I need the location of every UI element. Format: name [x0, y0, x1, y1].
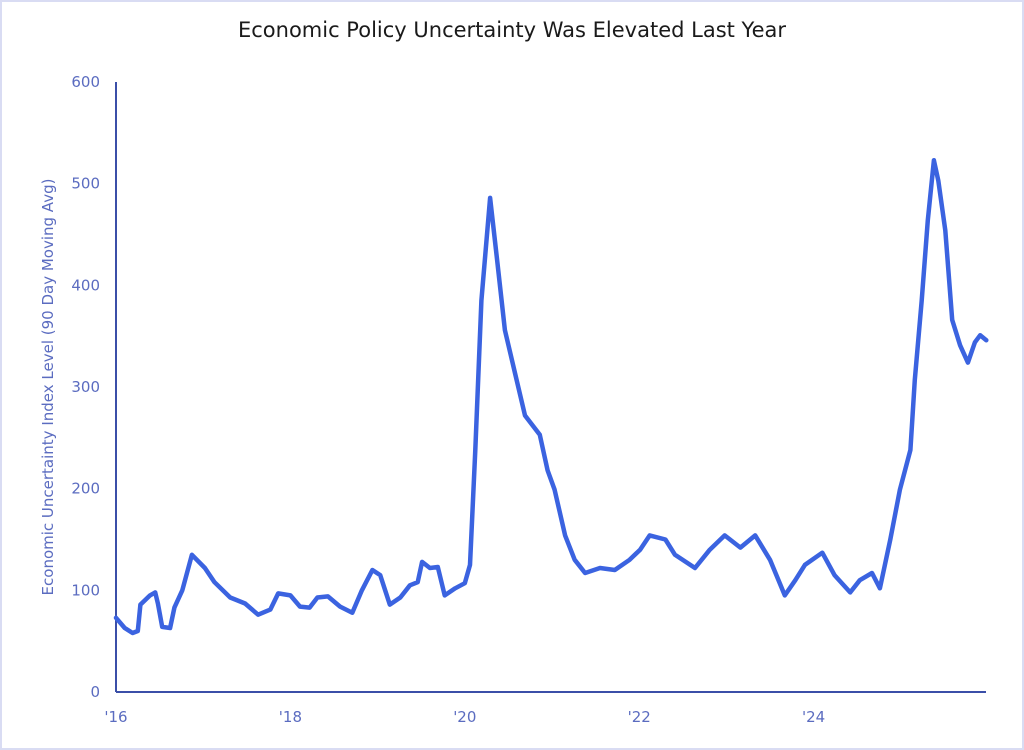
x-tick-label: '22: [628, 708, 651, 726]
x-tick-label: '16: [104, 708, 127, 726]
x-tick-label: '18: [279, 708, 302, 726]
y-tick-label: 100: [71, 581, 100, 599]
chart-title: Economic Policy Uncertainty Was Elevated…: [237, 18, 787, 42]
y-tick-label: 0: [90, 683, 100, 701]
series-line: [113, 158, 989, 636]
y-tick-label: 600: [71, 73, 100, 91]
y-axis-label: Economic Uncertainty Index Level (90 Day…: [39, 179, 57, 596]
x-tick-label: '24: [802, 708, 825, 726]
y-tick-label: 300: [71, 378, 100, 396]
x-tick-label: '20: [453, 708, 476, 726]
y-tick-label: 400: [71, 276, 100, 294]
y-tick-label: 500: [71, 175, 100, 193]
y-tick-label: 200: [71, 480, 100, 498]
